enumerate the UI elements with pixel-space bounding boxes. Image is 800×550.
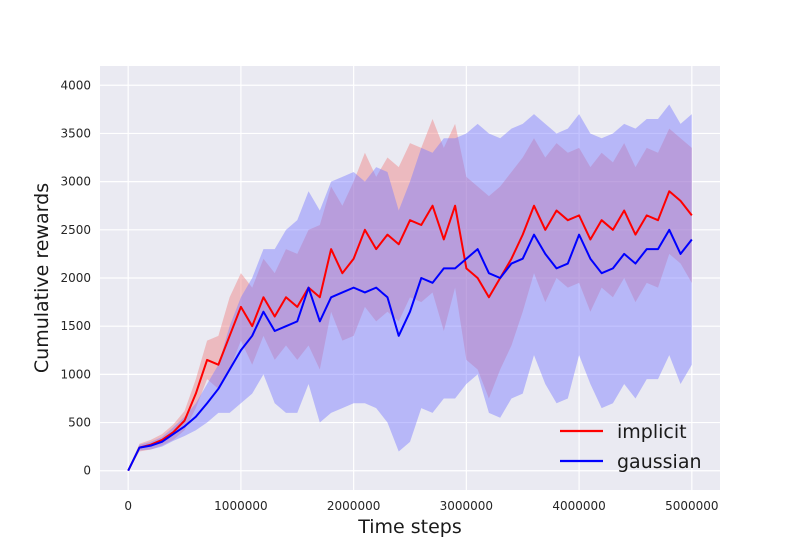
x-tick-label: 3000000 xyxy=(440,499,493,513)
band-implicit xyxy=(128,119,692,471)
x-tick-label: 4000000 xyxy=(552,499,605,513)
legend-label-gaussian: gaussian xyxy=(617,451,702,473)
y-tick-label: 2500 xyxy=(60,223,91,237)
band-gaussian xyxy=(128,104,692,471)
y-tick-label: 3500 xyxy=(60,126,91,140)
series-line-implicit xyxy=(127,190,693,472)
bands xyxy=(128,104,692,471)
y-tick-label: 1500 xyxy=(60,319,91,333)
y-tick-label: 4000 xyxy=(60,78,91,92)
x-tick-label: 2000000 xyxy=(327,499,380,513)
y-tick-labels: 0 500 1000 1500 2000 2500 3000 3500 4000 xyxy=(60,78,91,477)
y-tick-label: 0 xyxy=(83,464,91,478)
y-tick-label: 1000 xyxy=(60,367,91,381)
y-tick-label: 2000 xyxy=(60,271,91,285)
x-tick-label: 5000000 xyxy=(665,499,718,513)
legend: implicit gaussian xyxy=(560,421,702,473)
y-tick-label: 500 xyxy=(68,416,91,430)
legend-label-implicit: implicit xyxy=(617,421,687,443)
grid xyxy=(100,66,720,490)
x-tick-label: 1000000 xyxy=(214,499,267,513)
x-tick-label: 0 xyxy=(124,499,132,513)
y-tick-label: 3000 xyxy=(60,175,91,189)
x-axis-label: Time steps xyxy=(357,516,462,538)
x-tick-labels: 0 1000000 2000000 3000000 4000000 5000000 xyxy=(124,499,718,513)
y-axis-label: Cumulative rewards xyxy=(31,183,53,373)
lines xyxy=(127,190,693,472)
series-line-gaussian xyxy=(127,228,693,472)
